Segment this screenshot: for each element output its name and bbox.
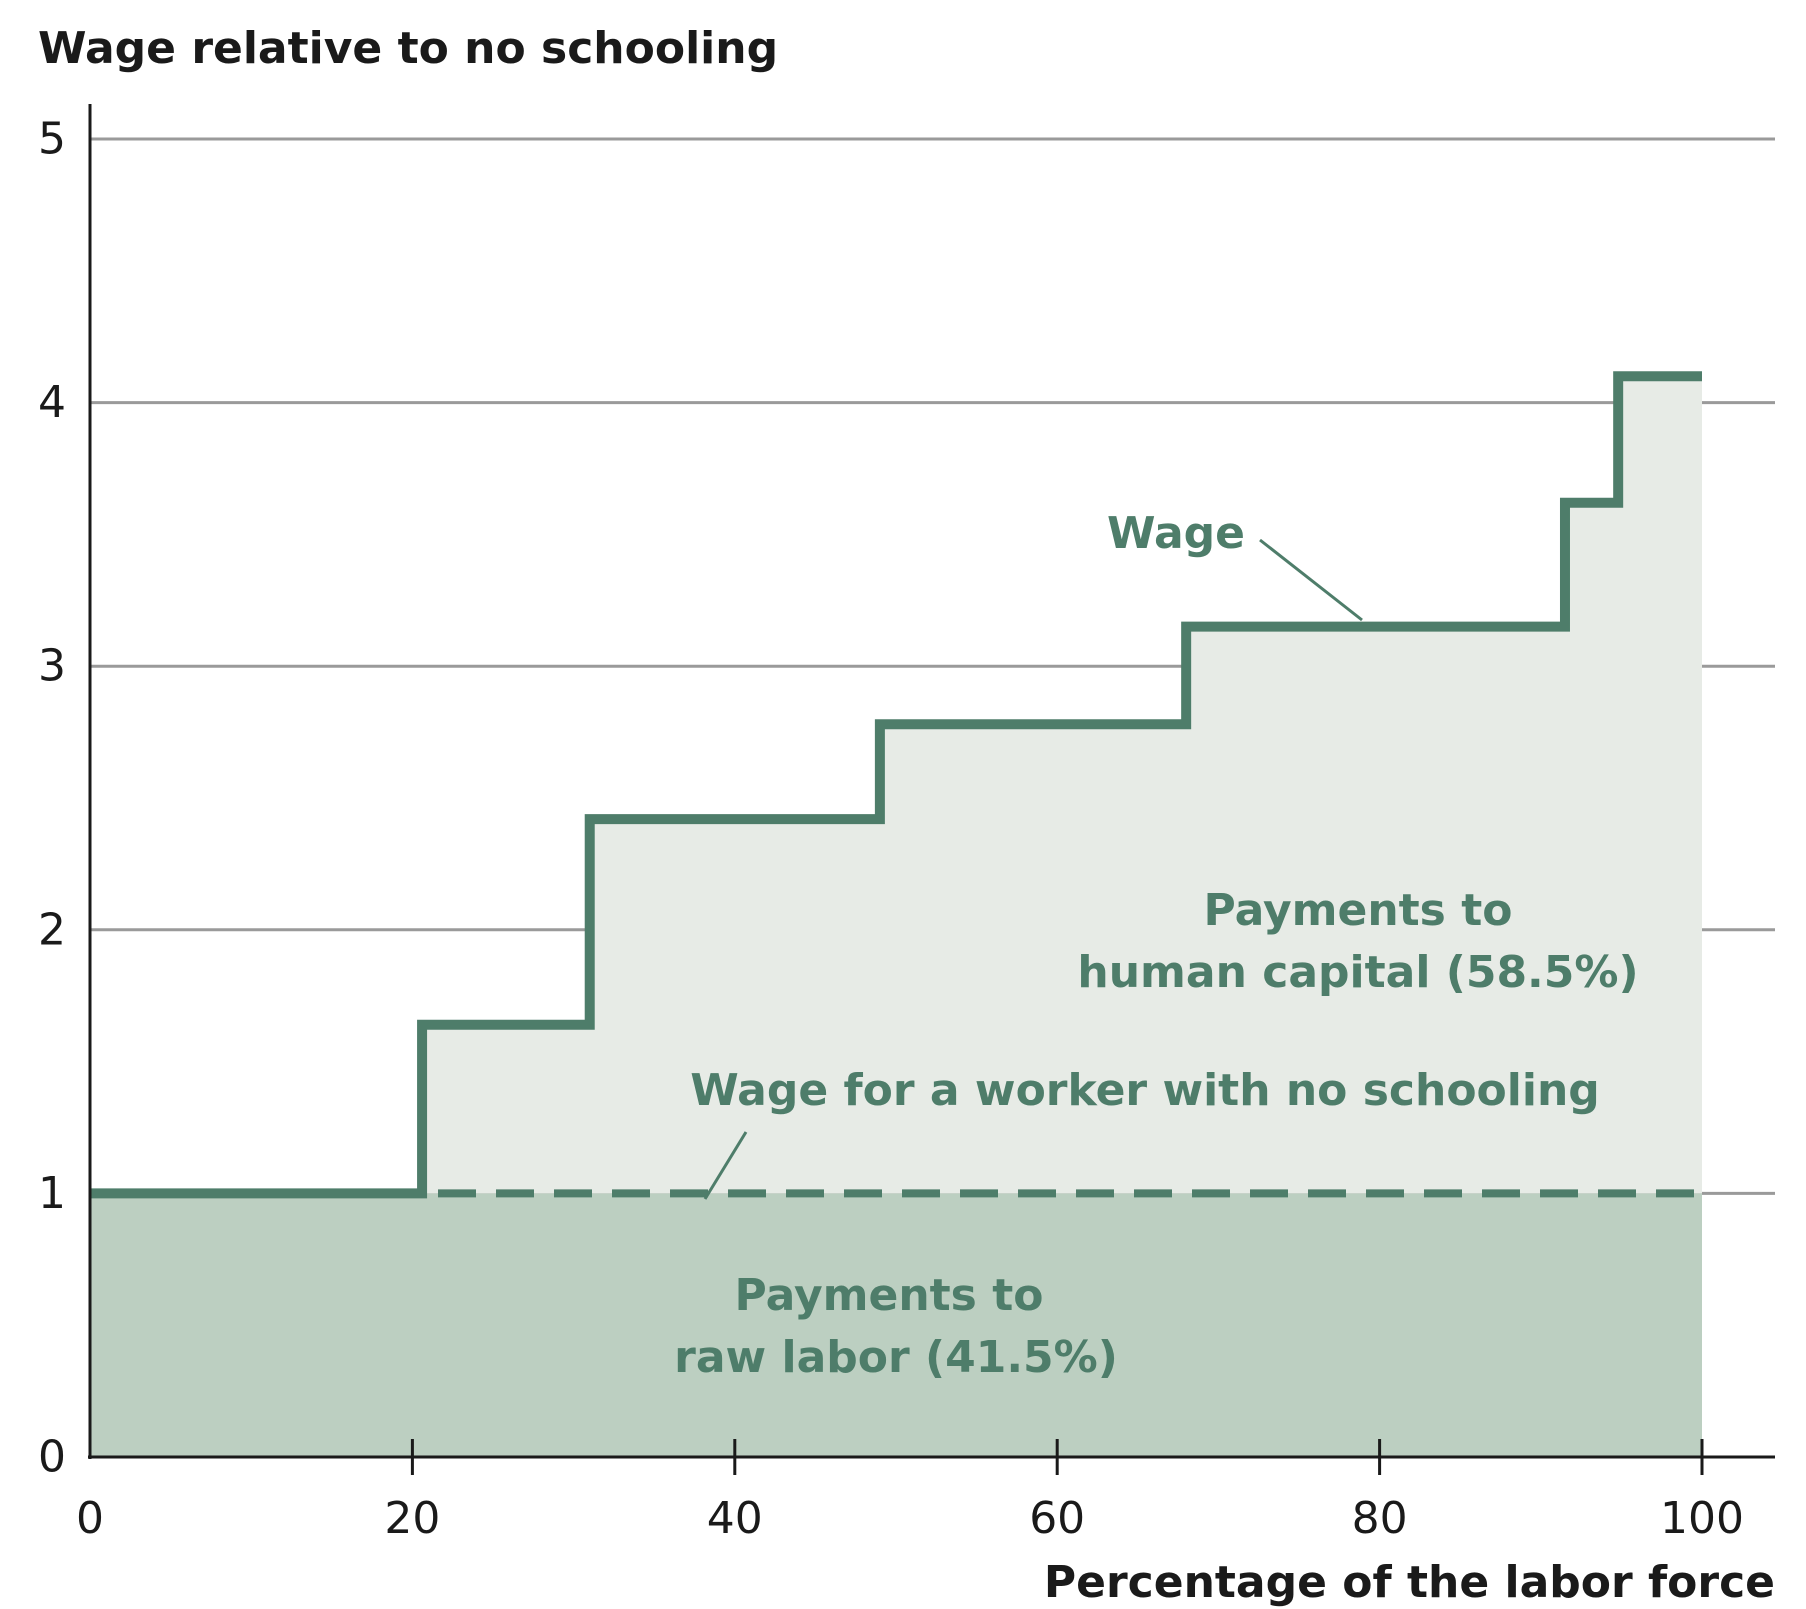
tick-labels: 0 20 40 60 80 100 0 1 2 3 4 5 [38,114,1744,1545]
wage-leader-line [1259,538,1363,622]
y-tick-label-5: 5 [38,114,66,165]
raw-labor-area-label-line2: raw labor (41.5%) [674,1332,1118,1383]
y-tick-label-4: 4 [38,377,66,428]
x-tick-label-100: 100 [1660,1493,1744,1544]
x-tick-label-20: 20 [384,1493,440,1544]
human-capital-area-label-line1: Payments to [1204,885,1513,936]
wage-step-line [90,371,1702,1199]
y-tick-label-3: 3 [38,641,66,692]
axes [88,104,1775,1475]
no-schooling-wage-label: Wage for a worker with no schooling [690,1065,1600,1116]
raw-labor-area-label-line1: Payments to [735,1270,1044,1321]
payment-areas [90,376,1702,1457]
x-tick-label-80: 80 [1352,1493,1408,1544]
x-axis-title: Percentage of the labor force [1044,1557,1775,1608]
x-tick-label-40: 40 [707,1493,763,1544]
human-capital-area-label-line2: human capital (58.5%) [1077,947,1638,998]
annotations: Wage relative to no schooling Percentage… [38,23,1775,1608]
y-axis-title: Wage relative to no schooling [38,23,778,74]
raw-labor-area [90,1193,1702,1457]
y-tick-label-0: 0 [38,1432,66,1483]
y-tick-label-1: 1 [38,1168,66,1219]
no-schooling-leader-line [703,1131,748,1200]
x-tick-label-0: 0 [76,1493,104,1544]
human-capital-label-background [1092,900,1624,1010]
series [90,371,1702,1199]
x-tick-label-60: 60 [1029,1493,1085,1544]
y-tick-label-2: 2 [38,904,66,955]
wage-label: Wage [1107,508,1245,559]
